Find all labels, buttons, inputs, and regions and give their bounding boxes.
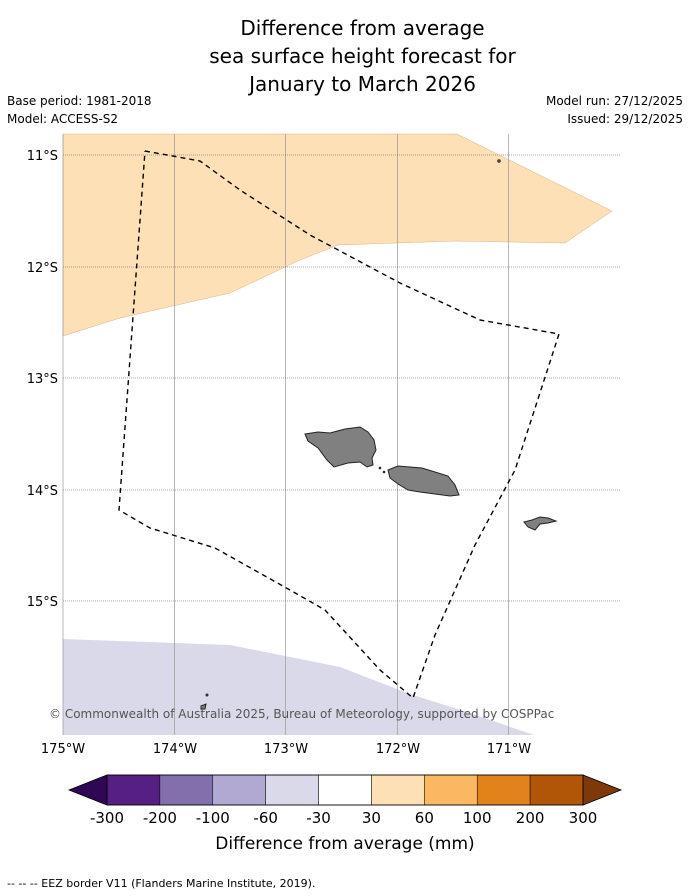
eez-border: [118, 150, 560, 700]
colorbar-bin: [529, 774, 584, 806]
copyright-notice: © Commonwealth of Australia 2025, Bureau…: [49, 707, 554, 721]
base-period: Base period: 1981-2018: [7, 94, 152, 108]
lat-label: 14°S: [27, 484, 58, 499]
issued-date: Issued: 29/12/2025: [567, 112, 683, 126]
colorbar-bin: [424, 774, 478, 806]
colorbar-tick-label: 200: [516, 809, 545, 827]
model-run: Model run: 27/12/2025: [545, 94, 683, 108]
colorbar-bin: [318, 774, 372, 806]
lon-label: 174°W: [153, 742, 197, 757]
lon-label: 173°W: [264, 742, 308, 757]
colorbar-label: Difference from average (mm): [215, 834, 475, 854]
islet-2: [382, 470, 386, 474]
island-upolu: [387, 465, 460, 497]
lon-label: 175°W: [41, 742, 85, 757]
latitude-labels: 11°S 12°S 13°S 14°S 15°S: [27, 149, 58, 610]
colorbar-tick-label: -100: [196, 809, 230, 827]
lat-label: 12°S: [27, 261, 58, 276]
longitude-labels: 175°W 174°W 173°W 172°W 171°W: [41, 742, 531, 757]
colorbar-bin: [106, 774, 161, 806]
anomaly-region-negative: [63, 639, 534, 735]
colorbar-tick-label: -60: [253, 809, 278, 827]
colorbar-frame: [106, 774, 584, 806]
colorbar-tick-label: 300: [569, 809, 598, 827]
latitude-gridlines: [63, 154, 620, 602]
colorbar: -300 -200 -100 -60 -30 30 60 100 200 300: [67, 774, 623, 827]
colorbar-tick-label: 30: [362, 809, 381, 827]
lat-label: 15°S: [27, 595, 58, 610]
title-line-3: January to March 2026: [249, 72, 476, 96]
colorbar-tick-label: 100: [463, 809, 492, 827]
lat-label: 11°S: [27, 149, 58, 164]
island-wallis: [200, 703, 207, 710]
title-line-2: sea surface height forecast for: [209, 44, 516, 68]
title-line-1: Difference from average: [240, 16, 485, 40]
colorbar-extend-high: [582, 774, 623, 806]
islet-3: [205, 693, 209, 697]
colorbar-tick-label: -200: [143, 809, 177, 827]
island-tutuila: [523, 516, 558, 531]
model-name: Model: ACCESS-S2: [7, 112, 119, 126]
island-swains: [497, 159, 501, 163]
lon-label: 172°W: [376, 742, 420, 757]
island-savaii: [304, 426, 377, 468]
lat-label: 13°S: [27, 372, 58, 387]
gridlines: [174, 134, 509, 735]
colorbar-tick-label: -30: [306, 809, 331, 827]
colorbar-extend-low: [67, 774, 108, 806]
eez-footnote: -- -- -- EEZ border V11 (Flanders Marine…: [7, 877, 316, 890]
map-title: Difference from average sea surface heig…: [0, 14, 690, 98]
colorbar-tick-label: -300: [90, 809, 124, 827]
colorbar-bin: [212, 774, 266, 806]
colorbar-bin: [371, 774, 425, 806]
islet-1: [378, 466, 382, 470]
map-panel: 11°S 12°S 13°S 14°S 15°S 175°W 174°W 173…: [27, 133, 620, 757]
lon-label: 171°W: [487, 742, 531, 757]
anomaly-region-positive: [62, 133, 613, 337]
land-masses: [200, 159, 558, 710]
colorbar-bin: [159, 774, 214, 806]
colorbar-bin: [265, 774, 319, 806]
colorbar-bin: [476, 774, 531, 806]
colorbar-tick-label: 60: [415, 809, 434, 827]
